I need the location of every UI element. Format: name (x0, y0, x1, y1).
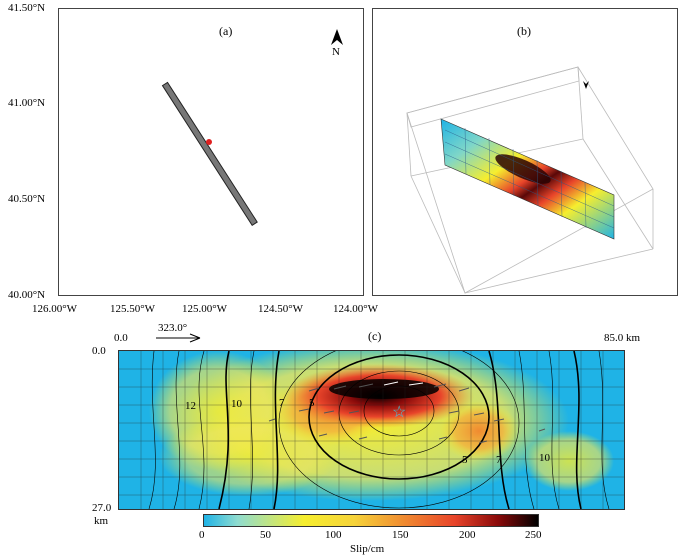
contour-label-5-left: 5 (309, 397, 315, 409)
panel-a-label: (a) (219, 24, 233, 38)
panel-b-graphics (406, 66, 654, 294)
lon-tick-1: 125.50°W (110, 303, 156, 315)
lon-tick-0: 126.00°W (32, 303, 78, 315)
strike-label: 323.0° (158, 322, 188, 334)
colorbar-tick-100: 100 (325, 529, 342, 541)
panel-a-graphics (161, 29, 343, 227)
fault-trace (161, 81, 258, 227)
lon-tick-2: 125.00°W (182, 303, 228, 315)
x-axis-start: 0.0 (114, 332, 128, 344)
colorbar-tick-0: 0 (199, 529, 205, 541)
colorbar-label: Slip/cm (350, 543, 385, 555)
hypocenter-star-icon: ☆ (392, 404, 406, 421)
x-axis-end: 85.0 km (604, 332, 641, 344)
contour-label-5-right: 5 (462, 454, 468, 466)
colorbar-tick-150: 150 (392, 529, 409, 541)
depth-bottom: 27.0 (92, 502, 112, 514)
lon-tick-3: 124.50°W (258, 303, 304, 315)
panel-a-map: (a) N (58, 8, 364, 296)
depth-top: 0.0 (92, 345, 106, 357)
fault-grid (119, 351, 624, 509)
contour-label-12: 12 (185, 400, 196, 412)
panel-b-3d-view: (b) (372, 8, 678, 296)
north-arrow-small-icon (583, 81, 589, 89)
colorbar-tick-50: 50 (260, 529, 271, 541)
lat-tick-2: 40.50°N (8, 193, 46, 205)
colorbar-tick-250: 250 (525, 529, 542, 541)
contour-label-7-right: 7 (496, 454, 502, 466)
rupture-contours (148, 351, 610, 509)
north-label: N (332, 46, 340, 58)
lat-tick-3: 40.00°N (8, 289, 46, 301)
panel-c-label: (c) (368, 329, 382, 343)
contour-label-10-right: 10 (539, 452, 551, 464)
colorbar-tick-200: 200 (459, 529, 476, 541)
slip-vectors (268, 381, 546, 444)
lon-tick-4: 124.00°W (333, 303, 379, 315)
lat-tick-0: 41.50°N (8, 2, 46, 14)
panel-b-label: (b) (517, 24, 531, 38)
lat-tick-1: 41.00°N (8, 97, 46, 109)
depth-unit: km (94, 515, 109, 527)
contour-label-10: 10 (231, 398, 243, 410)
north-arrow-icon (331, 29, 343, 45)
colorbar (203, 514, 539, 527)
epicenter-marker (206, 139, 212, 145)
contour-label-7: 7 (279, 397, 285, 409)
slip-graphics: ☆ 12 10 7 5 5 7 10 (119, 351, 624, 509)
slip-distribution-map: ☆ 12 10 7 5 5 7 10 (118, 350, 625, 510)
